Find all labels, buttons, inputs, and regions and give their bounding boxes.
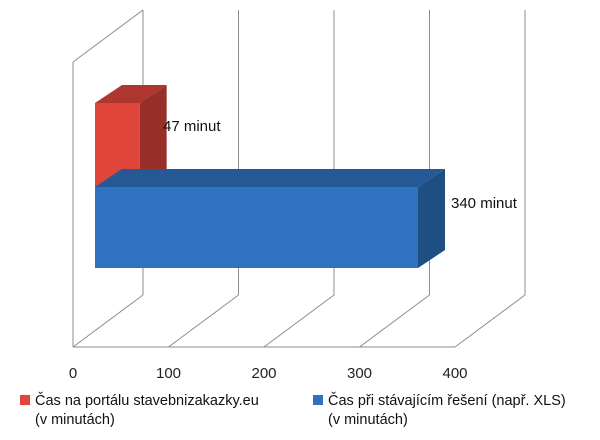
x-tick-label-200: 200 xyxy=(251,365,276,382)
legend-label-current-unit: (v minutách) xyxy=(328,412,408,428)
chart-bars xyxy=(95,85,445,268)
legend-label-current: Čas při stávajícím řešení (např. XLS) xyxy=(328,393,566,409)
data-labels: 47 minut 340 minut xyxy=(163,118,518,212)
gridline-floor-100 xyxy=(168,294,239,348)
data-label-1: 340 minut xyxy=(451,195,518,212)
left-wall-top-edge xyxy=(72,9,144,63)
bar-1-top xyxy=(95,169,445,187)
gridline-floor-300 xyxy=(359,294,430,348)
legend-swatch-portal xyxy=(20,395,30,405)
x-tick-label-300: 300 xyxy=(347,365,372,382)
x-tick-label-400: 400 xyxy=(442,365,467,382)
gridline-floor-400 xyxy=(454,294,526,348)
bar-1 xyxy=(95,169,445,268)
legend-label-portal: Čas na portálu stavebnizakazky.eu xyxy=(35,393,259,409)
legend-swatch-current xyxy=(313,395,323,405)
bar-1-side xyxy=(418,169,445,268)
legend-item-portal: Čas na portálu stavebnizakazky.eu (v min… xyxy=(20,392,259,430)
x-axis-ticks: 0 100 200 300 400 xyxy=(69,365,468,382)
x-tick-label-100: 100 xyxy=(156,365,181,382)
bar-1-front xyxy=(95,187,418,268)
legend-item-current: Čas při stávajícím řešení (např. XLS) (v… xyxy=(313,392,566,430)
bar-0-side xyxy=(139,85,167,187)
x-tick-label-0: 0 xyxy=(69,365,77,382)
gridline-floor-0 xyxy=(72,294,144,348)
legend-label-portal-unit: (v minutách) xyxy=(35,412,115,428)
gridline-floor-200 xyxy=(263,294,335,348)
bar-0-top xyxy=(95,85,167,103)
data-label-0: 47 minut xyxy=(163,118,221,135)
